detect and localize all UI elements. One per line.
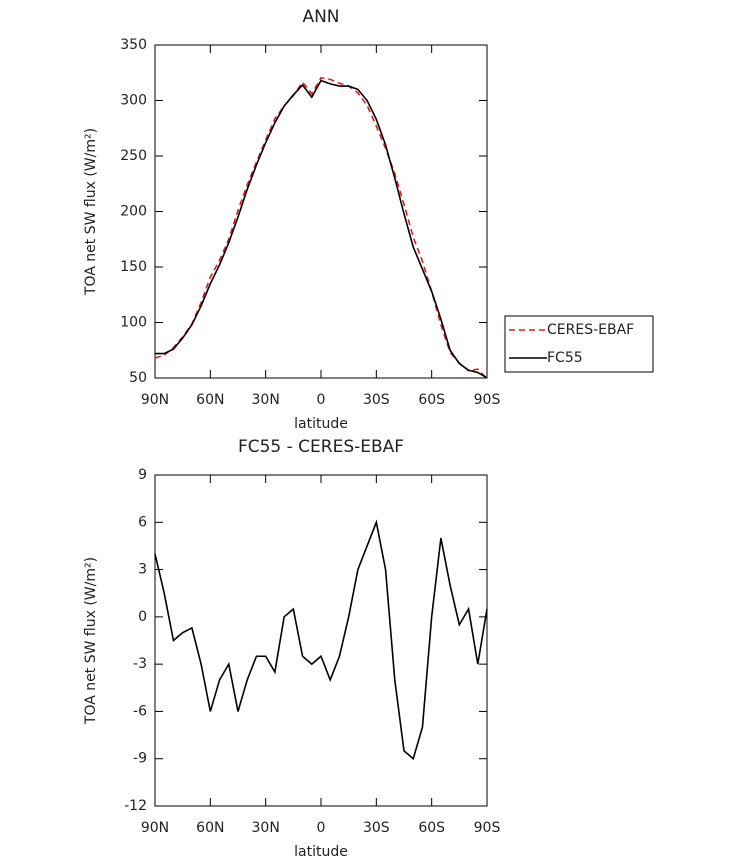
y-axis-label: TOA net SW flux (W/m²)	[83, 557, 99, 725]
x-tick-label: 30N	[252, 820, 280, 836]
x-tick-label: 30S	[363, 392, 390, 408]
x-tick-label: 90S	[474, 392, 501, 408]
x-tick-label: 0	[317, 820, 326, 836]
y-tick-label: 0	[138, 609, 147, 625]
data-line	[154, 519, 488, 761]
data-line	[155, 79, 488, 379]
legend-box	[504, 315, 654, 373]
data-line	[154, 76, 488, 380]
y-tick-label: 50	[129, 370, 147, 386]
y-tick-label: 200	[120, 204, 147, 220]
y-tick-label: 250	[120, 148, 147, 164]
x-tick-label: 60N	[196, 820, 224, 836]
y-tick-label: -6	[133, 703, 147, 719]
x-axis-label: latitude	[294, 416, 348, 432]
y-tick-label: 6	[138, 514, 147, 530]
x-tick-label: 90S	[474, 820, 501, 836]
y-axis-label: TOA net SW flux (W/m²)	[83, 128, 99, 296]
x-tick-label: 60S	[418, 820, 445, 836]
y-tick-label: -9	[133, 751, 147, 767]
legend-label: CERES-EBAF	[547, 322, 634, 338]
y-tick-label: 3	[138, 562, 147, 578]
chart-title: ANN	[302, 7, 339, 27]
x-tick-label: 30N	[252, 392, 280, 408]
y-tick-label: 300	[120, 93, 147, 109]
y-tick-label: 9	[138, 467, 147, 483]
plot-frame	[154, 474, 488, 807]
x-tick-label: 60N	[196, 392, 224, 408]
x-axis-label: latitude	[294, 844, 348, 860]
y-tick-label: -3	[133, 656, 147, 672]
plot-frame	[154, 44, 488, 379]
y-tick-label: 100	[120, 315, 147, 331]
x-tick-label: 60S	[418, 392, 445, 408]
x-tick-label: 0	[317, 392, 326, 408]
legend-label: FC55	[547, 350, 583, 366]
y-tick-label: -12	[124, 798, 147, 814]
x-tick-label: 90N	[141, 392, 169, 408]
y-tick-label: 150	[120, 259, 147, 275]
x-tick-label: 90N	[141, 820, 169, 836]
chart-title: FC55 - CERES-EBAF	[238, 437, 404, 457]
y-tick-label: 350	[120, 37, 147, 53]
x-tick-label: 30S	[363, 820, 390, 836]
